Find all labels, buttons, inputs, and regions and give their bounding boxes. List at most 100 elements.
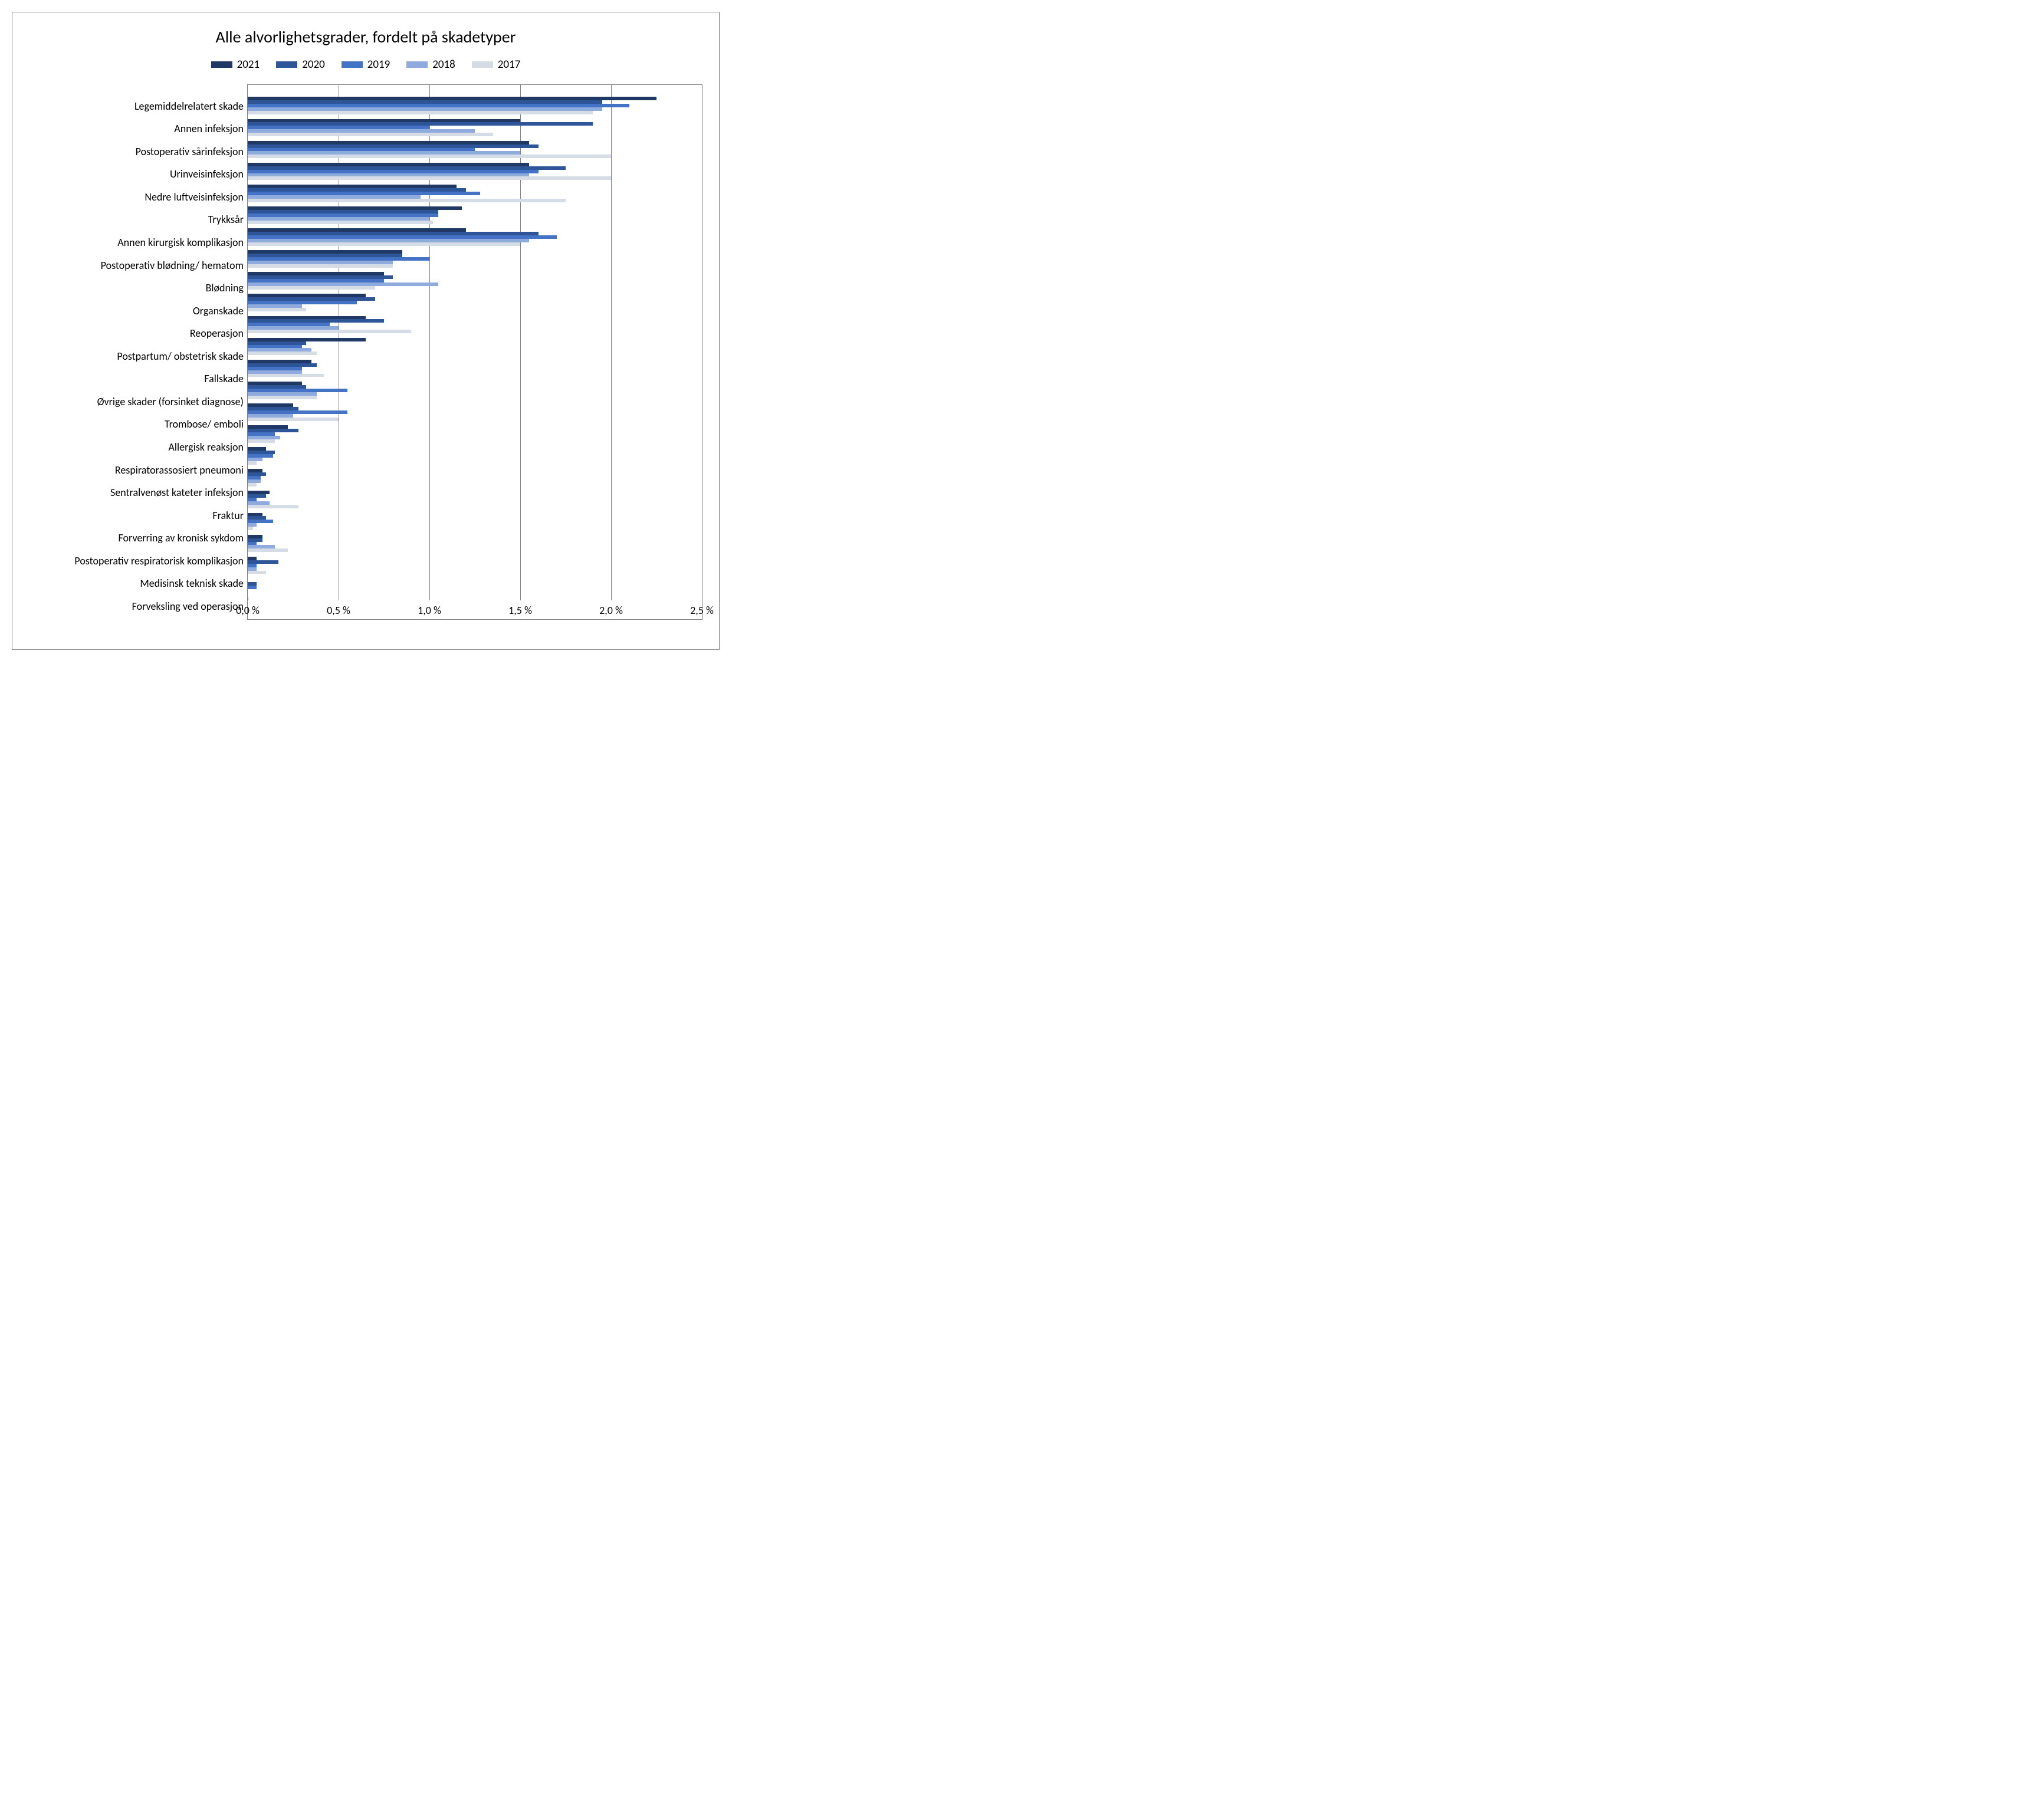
x-tick-label: 1,5 %: [508, 604, 532, 617]
bar: [248, 483, 257, 487]
y-axis-label: Fraktur: [212, 509, 244, 522]
legend-item: 2019: [342, 58, 390, 71]
legend-label: 2017: [498, 58, 521, 71]
y-axis-label: Reoperasjon: [190, 327, 244, 340]
plot-wrap: Legemiddelrelatert skade Annen infeksjon P…: [29, 84, 702, 620]
legend-swatch: [406, 61, 428, 68]
bar: [248, 505, 298, 508]
bar-group: [248, 228, 702, 246]
bar: [248, 330, 411, 333]
x-tick-mark: [611, 597, 612, 600]
bar-group: [248, 163, 702, 180]
bar: [248, 461, 257, 465]
y-axis-label: Nedre luftveisinfeksjon: [145, 190, 244, 203]
legend-swatch: [342, 61, 363, 68]
bar-group: [248, 535, 702, 553]
bar-group: [248, 382, 702, 399]
bar-group: [248, 579, 702, 596]
bar-group: [248, 469, 702, 487]
y-axis-label: Øvrige skader (forsinket diagnose): [97, 395, 244, 408]
bar: [248, 527, 253, 530]
y-axis-label: Urinveisinfeksjon: [170, 167, 244, 180]
legend-label: 2021: [237, 58, 260, 71]
bar: [248, 242, 520, 246]
x-tick-mark: [520, 597, 521, 600]
chart-title: Alle alvorlighetsgrader, fordelt på skad…: [29, 27, 702, 47]
bar: [248, 548, 288, 552]
bar: [248, 199, 566, 202]
bar-group: [248, 557, 702, 574]
x-tick-label: 1,0 %: [418, 604, 441, 617]
bar: [248, 586, 257, 589]
bar: [248, 133, 493, 136]
x-tick-label: 0,5 %: [327, 604, 350, 617]
y-axis-label: Sentralvenøst kateter infeksjon: [110, 486, 244, 499]
bar-group: [248, 513, 702, 531]
x-axis: 0,0 %0,5 %1,0 %1,5 %2,0 %2,5 %: [248, 600, 702, 619]
bar-group: [248, 294, 702, 311]
bar: [248, 418, 339, 421]
legend-item: 2021: [211, 58, 260, 71]
bar-group: [248, 97, 702, 114]
bar: [248, 111, 593, 114]
bar-group: [248, 272, 702, 290]
legend-item: 2020: [276, 58, 325, 71]
legend-swatch: [211, 61, 232, 68]
bar-group: [248, 447, 702, 465]
y-axis-label: Organskade: [193, 304, 244, 317]
y-axis-label: Legemiddelrelatert skade: [134, 100, 244, 113]
y-axis-label: Trykksår: [208, 213, 244, 226]
y-axis-label: Blødning: [206, 281, 244, 294]
y-axis-label: Postpartum/ obstetrisk skade: [117, 350, 244, 363]
bar: [248, 286, 375, 290]
y-axis-label: Postoperativ respiratorisk komplikasjon: [74, 554, 244, 567]
bar: [248, 439, 275, 443]
x-tick-label: 0,0 %: [236, 604, 260, 617]
bar-group: [248, 360, 702, 377]
chart-frame: Alle alvorlighetsgrader, fordelt på skad…: [12, 12, 720, 650]
bar: [248, 264, 393, 268]
x-tick-label: 2,5 %: [690, 604, 714, 617]
x-tick-label: 2,0 %: [599, 604, 623, 617]
y-axis-label: Fallskade: [204, 372, 244, 385]
bar-group: [248, 491, 702, 508]
bar: [248, 374, 324, 377]
bar-group: [248, 185, 702, 202]
bar-group: [248, 316, 702, 334]
y-axis-label: Annen infeksjon: [174, 122, 244, 135]
y-axis-label: Allergisk reaksjon: [169, 441, 244, 454]
chart-legend: 2021 2020 2019 2018 2017: [29, 58, 702, 71]
legend-swatch: [276, 61, 297, 68]
bar: [248, 396, 317, 399]
y-axis-label: Trombose/ emboli: [165, 418, 244, 431]
y-axis-label: Respiratorassosiert pneumoni: [115, 464, 244, 477]
y-axis-label: Forverring av kronisk sykdom: [119, 531, 244, 544]
legend-swatch: [472, 61, 493, 68]
legend-item: 2017: [472, 58, 521, 71]
plot-area: [248, 85, 702, 600]
bar: [248, 176, 611, 180]
bar-group: [248, 141, 702, 159]
bar: [248, 571, 266, 574]
bar: [248, 221, 433, 224]
legend-item: 2018: [406, 58, 455, 71]
bar-group: [248, 206, 702, 224]
y-axis-label: Forveksling ved operasjon: [132, 600, 244, 613]
bar-group: [248, 338, 702, 356]
bar-group: [248, 403, 702, 421]
legend-label: 2020: [302, 58, 325, 71]
bar: [248, 351, 317, 355]
y-axis-label: Postoperativ sårinfeksjon: [136, 145, 244, 158]
y-axis-label: Medisinsk teknisk skade: [140, 577, 244, 590]
bar-group: [248, 119, 702, 137]
x-tick-mark: [429, 597, 430, 600]
y-axis-labels: Legemiddelrelatert skade Annen infeksjon P…: [29, 84, 247, 620]
legend-label: 2018: [432, 58, 455, 71]
plot-inner-frame: 0,0 %0,5 %1,0 %1,5 %2,0 %2,5 %: [247, 84, 702, 620]
y-axis-label: Annen kirurgisk komplikasjon: [117, 236, 244, 249]
bar-group: [248, 250, 702, 268]
bar: [248, 155, 611, 158]
y-axis-label: Postoperativ blødning/ hematom: [101, 259, 244, 272]
bar-group: [248, 425, 702, 443]
bar: [248, 308, 306, 311]
